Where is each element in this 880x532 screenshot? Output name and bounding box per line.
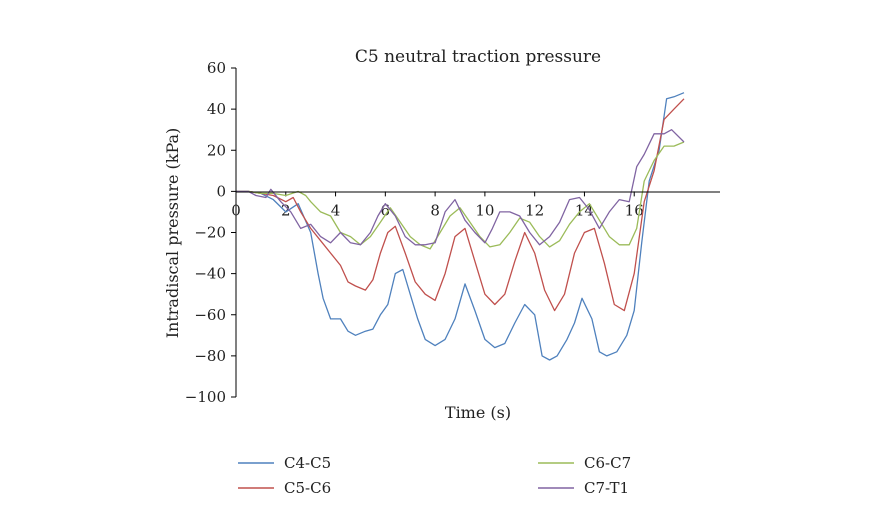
x-tick-label: 6	[381, 201, 391, 219]
x-tick-label: 2	[281, 201, 291, 219]
series-line-c7-t1	[236, 129, 685, 246]
series-line-c5-c6	[236, 98, 685, 312]
y-tick-label: −80	[194, 347, 226, 365]
y-tick-label: −60	[194, 306, 226, 324]
plot-series	[236, 92, 685, 361]
x-tick-label: 8	[430, 201, 440, 219]
y-axis-label: Intradiscal pressure (kPa)	[163, 128, 182, 339]
x-tick-label: 14	[575, 201, 594, 219]
x-tick-label: 10	[475, 201, 494, 219]
y-tick-label: 0	[216, 182, 226, 200]
y-tick-label: −100	[185, 388, 226, 406]
y-tick-label: 60	[207, 59, 226, 77]
y-axis-ticks: −100 −80 −60 −40 −20 0 20 40 60	[185, 59, 236, 406]
series-line-c6-c7	[236, 141, 685, 250]
y-tick-label: 40	[207, 100, 226, 118]
y-tick-label: 20	[207, 141, 226, 159]
y-tick-label: −40	[194, 265, 226, 283]
x-tick-label: 4	[331, 201, 341, 219]
legend-label-c4-c5: C4-C5	[284, 454, 331, 472]
legend: C4-C5 C5-C6 C6-C7 C7-T1	[238, 454, 631, 497]
y-tick-label: −20	[194, 224, 226, 242]
chart-title: C5 neutral traction pressure	[355, 47, 601, 67]
legend-label-c7-t1: C7-T1	[584, 479, 629, 497]
x-tick-label: 12	[525, 201, 544, 219]
legend-label-c5-c6: C5-C6	[284, 479, 331, 497]
series-line-c4-c5	[236, 92, 685, 361]
x-axis-label: Time (s)	[445, 403, 511, 422]
legend-label-c6-c7: C6-C7	[584, 454, 631, 472]
